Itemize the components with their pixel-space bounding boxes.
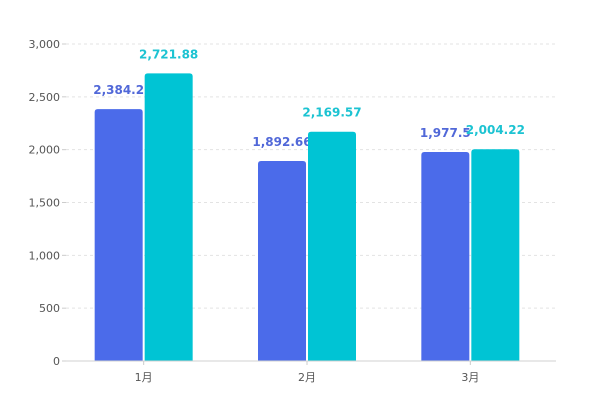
y-tick-label: 500 <box>39 302 60 315</box>
data-label: 2,169.57 <box>302 106 361 120</box>
data-label: 2,384.2 <box>93 83 144 97</box>
x-tick-label: 1月 <box>135 371 153 384</box>
bar <box>144 73 193 362</box>
x-tick-label: 3月 <box>461 371 479 384</box>
y-tick-label: 1,000 <box>29 249 61 262</box>
y-tick-label: 2,500 <box>29 91 61 104</box>
data-label: 2,004.22 <box>466 123 525 137</box>
bar <box>308 131 356 361</box>
y-tick-label: 3,000 <box>29 38 61 51</box>
bar <box>94 109 143 361</box>
data-label: 1,977.5 <box>420 126 471 140</box>
bar <box>471 149 520 361</box>
bar <box>421 152 470 361</box>
x-tick-label: 2月 <box>298 371 316 384</box>
bar <box>258 161 306 361</box>
y-tick-label: 1,500 <box>29 197 61 210</box>
y-tick-label: 0 <box>53 355 60 368</box>
data-label: 1,892.66 <box>252 135 311 149</box>
y-tick-label: 2,000 <box>29 144 61 157</box>
data-label: 2,721.88 <box>139 47 198 61</box>
